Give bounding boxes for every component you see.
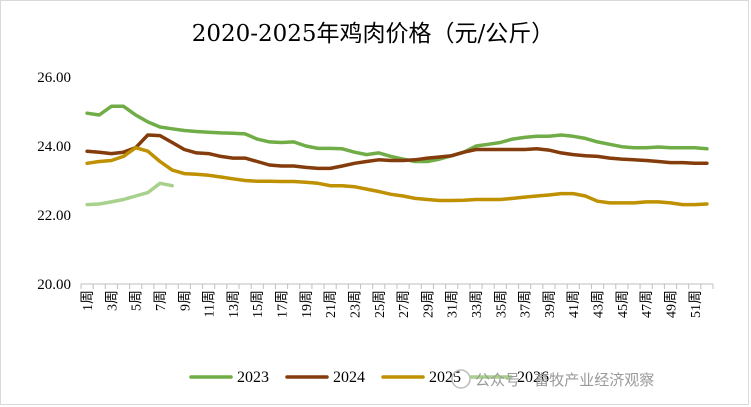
x-tick-label: 51周: [689, 290, 704, 318]
series-layer: [85, 104, 709, 207]
x-tick-label: 19周: [300, 290, 315, 318]
series-line-2026: [85, 181, 174, 207]
x-tick-label: 29周: [421, 290, 436, 318]
x-tick-label: 5周: [130, 290, 145, 311]
x-tick-label: 41周: [567, 290, 582, 318]
y-tick-label: 26.00: [37, 70, 71, 86]
watermark: 公众号 · 畜牧产业经济观察: [451, 369, 654, 389]
x-tick-label: 37周: [519, 290, 534, 318]
x-tick-label: 21周: [324, 290, 339, 318]
wechat-icon: [451, 369, 471, 389]
y-axis: 20.00 22.00 24.00 26.00: [37, 70, 71, 293]
series-line-2024: [85, 133, 709, 171]
x-tick-label: 45周: [616, 290, 631, 318]
x-tick-label: 35周: [494, 290, 509, 318]
x-tick-label: 33周: [470, 290, 485, 318]
x-tick-label: 1周: [81, 290, 96, 311]
x-tick-label: 25周: [373, 290, 388, 318]
y-tick-label: 20.00: [37, 277, 71, 293]
chart-title: 2020-2025年鸡肉价格（元/公斤）: [192, 21, 555, 47]
legend-label-2023: 2023: [237, 369, 269, 386]
watermark-text: 公众号 · 畜牧产业经济观察: [475, 371, 654, 389]
x-tick-label: 7周: [154, 290, 169, 311]
x-tick-label: 3周: [105, 290, 120, 311]
y-tick-label: 22.00: [37, 208, 71, 224]
x-tick-label: 23周: [348, 290, 363, 318]
y-tick-label: 24.00: [37, 139, 71, 155]
legend: 2023 2024 2025 2026: [189, 369, 549, 386]
legend-label-2026: 2026: [517, 369, 549, 386]
x-tick-label: 43周: [592, 290, 607, 318]
x-tick-label: 47周: [640, 290, 655, 318]
x-tick-label: 17周: [276, 290, 291, 318]
x-tick-label: 27周: [397, 290, 412, 318]
x-tick-label: 13周: [227, 290, 242, 318]
x-tick-label: 11周: [203, 290, 218, 317]
x-tick-label: 15周: [251, 290, 266, 318]
legend-label-2024: 2024: [333, 369, 365, 386]
x-tick-label: 39周: [543, 290, 558, 318]
x-axis: 1周 3周 5周 7周 9周 11周 13周 15周 17周 19周 21周 23周 25周 27周 29周…: [80, 284, 714, 318]
x-tick-label: 49周: [664, 290, 679, 318]
series-line-2025: [85, 145, 709, 207]
x-tick-label: 31周: [446, 290, 461, 318]
series-line-2023: [85, 104, 709, 164]
x-tick-label: 9周: [178, 290, 193, 311]
